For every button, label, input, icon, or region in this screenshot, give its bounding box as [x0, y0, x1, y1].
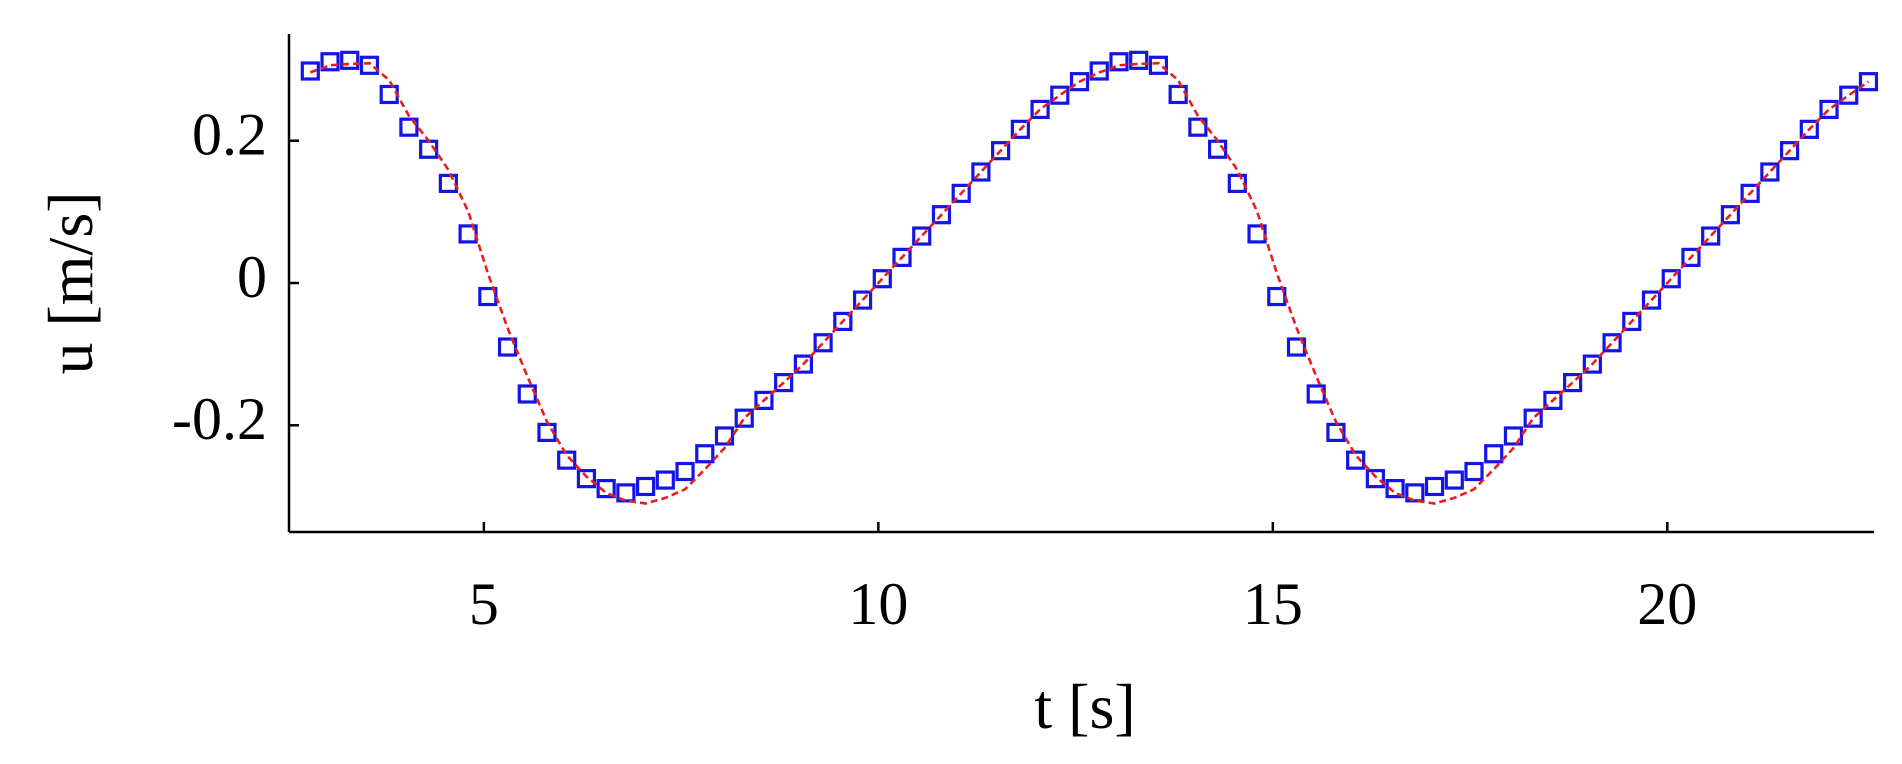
x-tick-label: 15	[1243, 571, 1303, 637]
data-point	[1839, 85, 1859, 105]
data-point	[793, 354, 813, 374]
data-point	[1563, 373, 1583, 393]
data-point	[1543, 390, 1563, 410]
data-point	[1799, 119, 1819, 139]
data-point	[912, 226, 932, 246]
data-point	[991, 141, 1011, 161]
x-tick-label: 20	[1637, 571, 1697, 637]
data-point	[1148, 55, 1169, 75]
y-tick-label: 0	[237, 244, 267, 310]
data-point	[734, 408, 754, 428]
data-point	[971, 162, 991, 182]
data-line	[309, 61, 1870, 505]
data-point	[1444, 470, 1464, 490]
data-point	[754, 390, 774, 410]
data-point	[1523, 408, 1543, 428]
data-point	[1030, 99, 1050, 120]
y-axis-label: u [m/s]	[35, 191, 106, 374]
data-point	[1779, 141, 1800, 161]
data-point	[1188, 117, 1208, 137]
data-point	[1069, 72, 1090, 92]
data-point	[1089, 61, 1109, 81]
data-point	[1286, 337, 1307, 357]
data-point	[655, 470, 675, 490]
data-point	[1424, 476, 1445, 497]
data-point	[833, 311, 853, 332]
data-point	[438, 173, 458, 193]
data-point	[1760, 162, 1780, 182]
data-point	[714, 426, 735, 446]
data-point	[1819, 99, 1839, 120]
data-point	[1484, 444, 1504, 464]
x-tick-label: 10	[848, 571, 908, 637]
data-point	[931, 205, 952, 225]
data-point	[300, 61, 320, 81]
x-tick-label: 5	[469, 571, 499, 637]
data-point	[1858, 72, 1879, 92]
data-point	[478, 286, 498, 307]
data-point	[1010, 119, 1030, 139]
data-point	[379, 84, 399, 105]
data-point	[497, 337, 518, 357]
data-point	[852, 290, 873, 310]
data-point	[1227, 173, 1247, 193]
data-point	[951, 183, 971, 203]
data-point	[636, 476, 656, 497]
data-point	[1740, 183, 1760, 203]
data-point	[517, 384, 537, 404]
data-point	[1720, 205, 1741, 225]
data-point	[1326, 422, 1346, 442]
data-point	[695, 444, 715, 464]
data-point	[596, 479, 616, 499]
data-point	[1129, 50, 1149, 70]
data-point	[557, 450, 577, 470]
data-point	[675, 461, 695, 482]
data-point	[813, 333, 833, 353]
data-point	[1346, 450, 1366, 470]
data-point	[576, 469, 597, 489]
data-point	[1365, 469, 1385, 489]
data-point	[872, 269, 892, 289]
data-point	[1641, 290, 1662, 310]
data-point	[1701, 226, 1721, 246]
data-point	[537, 422, 557, 442]
data-point	[359, 55, 380, 75]
data-point	[892, 247, 912, 267]
data-point	[1582, 354, 1602, 374]
data-point	[1168, 84, 1188, 105]
data-point	[1109, 52, 1129, 72]
data-point	[1602, 333, 1622, 353]
data-point	[1503, 426, 1524, 446]
data-point	[399, 117, 419, 137]
data-point	[1405, 483, 1425, 503]
data-point	[1681, 247, 1701, 267]
data-point	[1622, 311, 1642, 332]
data-point	[1385, 479, 1405, 499]
data-point	[774, 373, 794, 393]
data-point	[1661, 269, 1681, 289]
data-point	[340, 50, 360, 70]
data-point	[616, 483, 636, 503]
x-axis-label: t [s]	[1034, 671, 1135, 742]
data-point	[1050, 85, 1070, 105]
y-tick-label: 0.2	[192, 101, 267, 167]
y-tick-label: -0.2	[172, 386, 267, 452]
data-point	[1464, 461, 1484, 482]
data-point	[320, 52, 340, 72]
